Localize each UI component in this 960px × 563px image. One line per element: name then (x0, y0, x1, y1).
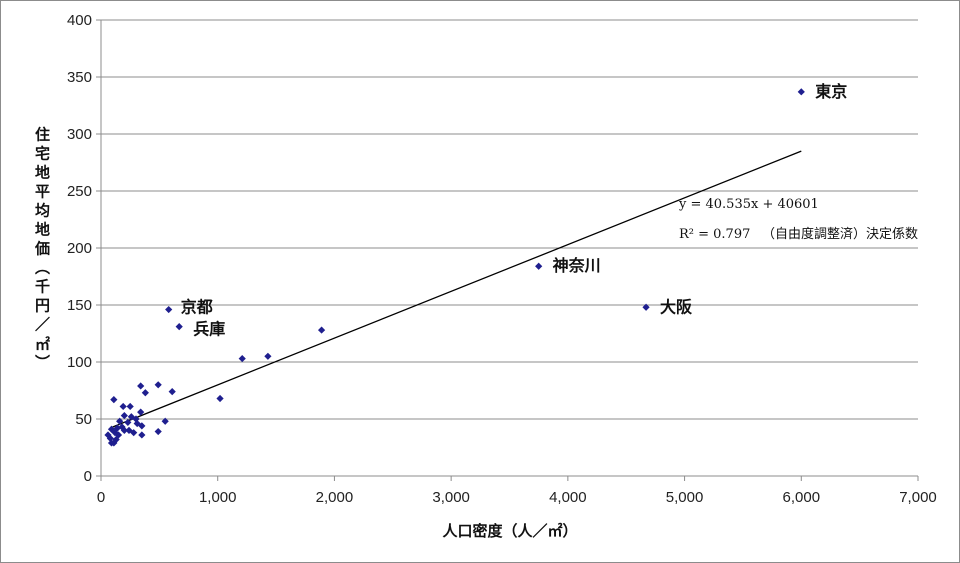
data-point (168, 388, 176, 396)
data-point (535, 262, 543, 270)
y-tick-label: 250 (67, 183, 92, 200)
y-tick-label: 150 (67, 297, 92, 314)
axes (96, 19, 919, 481)
data-point (125, 426, 133, 434)
x-tick-label: 1,000 (199, 489, 237, 506)
x-tick-label: 2,000 (316, 489, 354, 506)
data-point (161, 417, 169, 425)
data-point (154, 381, 162, 389)
data-point (216, 394, 224, 403)
data-point (175, 323, 183, 331)
tick-labels: 0 50 100 150 200 250 300 350 400 0 1,000 2,000 3,000… (67, 12, 937, 506)
x-tick-label: 4,000 (549, 489, 587, 506)
y-tick-label: 0 (84, 468, 92, 485)
x-tick-label: 6,000 (783, 489, 821, 506)
trendline-layer (112, 150, 802, 428)
data-point (141, 389, 149, 397)
y-tick-label: 400 (67, 12, 92, 29)
data-point (130, 429, 138, 437)
data-point (110, 439, 118, 447)
data-point (238, 354, 246, 363)
y-tick-label: 350 (67, 69, 92, 86)
point-label: 大阪 (660, 297, 693, 316)
data-point (264, 352, 272, 360)
data-point (127, 413, 135, 421)
regression-equation: y = 40.535x + 40601 (678, 197, 819, 212)
data-point (126, 402, 134, 411)
data-point (797, 88, 805, 96)
data-points (104, 88, 805, 447)
gridlines (101, 19, 918, 420)
data-point (137, 408, 145, 416)
data-point (124, 418, 132, 427)
x-tick-label: 5,000 (666, 489, 704, 506)
x-tick-label: 3,000 (432, 489, 470, 506)
data-point (112, 435, 120, 444)
data-point (642, 303, 650, 311)
data-point (137, 382, 145, 390)
point-label: 兵庫 (193, 320, 225, 339)
data-point (138, 422, 146, 430)
point-label: 東京 (815, 82, 847, 101)
y-axis-title: 住宅地平均地価（千円／㎡） (33, 126, 51, 374)
x-axis-title: 人口密度（人／㎡） (442, 522, 577, 540)
r-squared-note: （自由度調整済）決定係数 (762, 226, 918, 242)
data-point (107, 425, 116, 433)
y-tick-label: 100 (67, 354, 92, 371)
data-point (104, 431, 112, 439)
data-point (120, 411, 128, 420)
data-point (119, 402, 127, 411)
y-tick-label: 50 (75, 411, 92, 428)
data-point (114, 431, 123, 439)
data-point (110, 396, 118, 404)
y-tick-label: 200 (67, 240, 92, 257)
r-squared: R² = 0.797 (679, 227, 750, 242)
data-point (165, 305, 173, 314)
x-tick-label: 0 (97, 489, 105, 506)
data-point (154, 427, 162, 436)
trendline (112, 150, 802, 428)
data-point (120, 426, 128, 434)
data-point (138, 431, 146, 439)
data-point (317, 326, 326, 334)
x-tick-label: 7,000 (899, 489, 937, 506)
point-label: 神奈川 (553, 256, 601, 275)
data-point (116, 417, 124, 425)
point-label: 京都 (181, 298, 213, 317)
y-tick-label: 300 (67, 126, 92, 143)
